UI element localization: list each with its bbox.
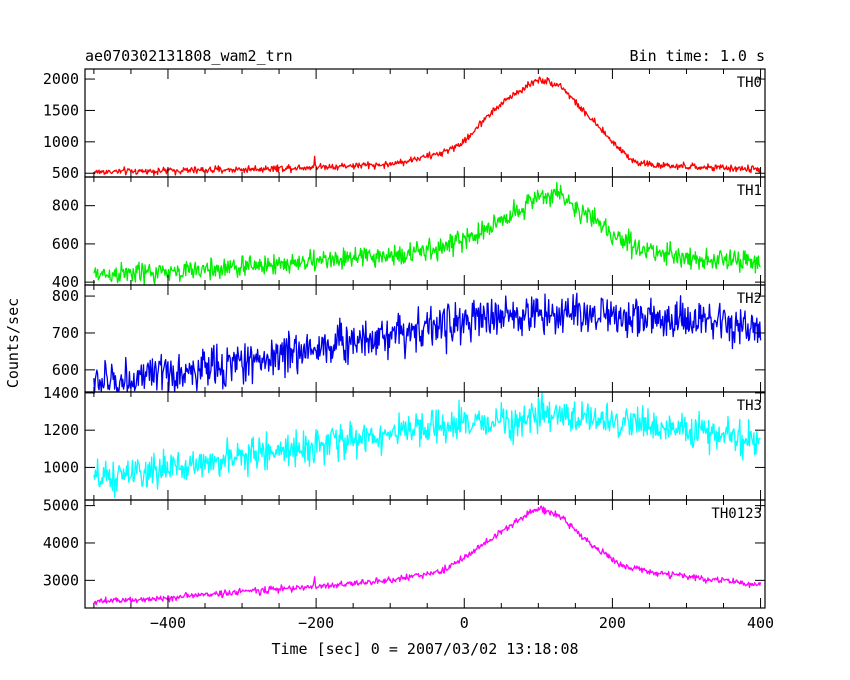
y-tick-label: 500 (52, 164, 79, 182)
chart-title: ae070302131808_wam2_trn (85, 47, 293, 65)
panel-label: TH3 (737, 398, 762, 414)
y-tick-label: 4000 (43, 534, 79, 552)
y-tick-label: 600 (52, 235, 79, 253)
panel-th0: TH0 500 1000 1500 2000 (43, 68, 766, 182)
y-tick-label: 400 (52, 273, 79, 291)
panel-th1: TH1 400 600 800 (52, 176, 766, 291)
panel-frame (84, 176, 766, 286)
y-tick-label: 1200 (43, 421, 79, 439)
series-line-th2 (93, 292, 762, 393)
y-tick-label: 1400 (43, 384, 79, 402)
y-tick-label: 3000 (43, 571, 79, 589)
panels-layer: TH0500100015002000TH1400600800TH26007008… (43, 68, 774, 632)
bin-time-label: Bin time: 1.0 s (630, 47, 765, 65)
y-tick-label: 1000 (43, 458, 79, 476)
panel-label: TH0123 (711, 506, 762, 522)
x-tick-label: 0 (460, 614, 469, 632)
y-tick-label: 600 (52, 361, 79, 379)
y-tick-label: 1500 (43, 101, 79, 119)
y-axis-label: Counts/sec (4, 298, 22, 388)
y-tick-label: 1000 (43, 133, 79, 151)
series-line-th0123 (93, 505, 762, 606)
y-tick-label: 800 (52, 287, 79, 305)
x-tick-label: 200 (599, 614, 626, 632)
panel-label: TH2 (737, 291, 762, 307)
y-tick-label: 5000 (43, 497, 79, 515)
panel-label: TH1 (737, 183, 762, 199)
y-tick-label: 2000 (43, 70, 79, 88)
y-tick-label: 800 (52, 197, 79, 215)
x-axis-label: Time [sec] 0 = 2007/03/02 13:18:08 (271, 640, 578, 658)
panel-th3: TH3 1000 1200 1400 (43, 384, 766, 501)
series-line-th1 (93, 181, 761, 286)
series-line-th0 (93, 76, 762, 177)
panel-th0123: TH0123 3000 4000 5000 (43, 497, 766, 609)
x-tick-label: 400 (747, 614, 774, 632)
x-tick-label: −400 (150, 614, 186, 632)
panel-frame (84, 68, 766, 178)
panel-frame (84, 284, 766, 393)
series-line-th3 (93, 391, 761, 498)
y-tick-label: 700 (52, 324, 79, 342)
panel-th2: TH2 600 700 800 (52, 284, 766, 393)
panel-frame (84, 391, 766, 501)
panel-label: TH0 (737, 75, 762, 91)
panel-frame (84, 499, 766, 609)
x-tick-label: −200 (298, 614, 334, 632)
